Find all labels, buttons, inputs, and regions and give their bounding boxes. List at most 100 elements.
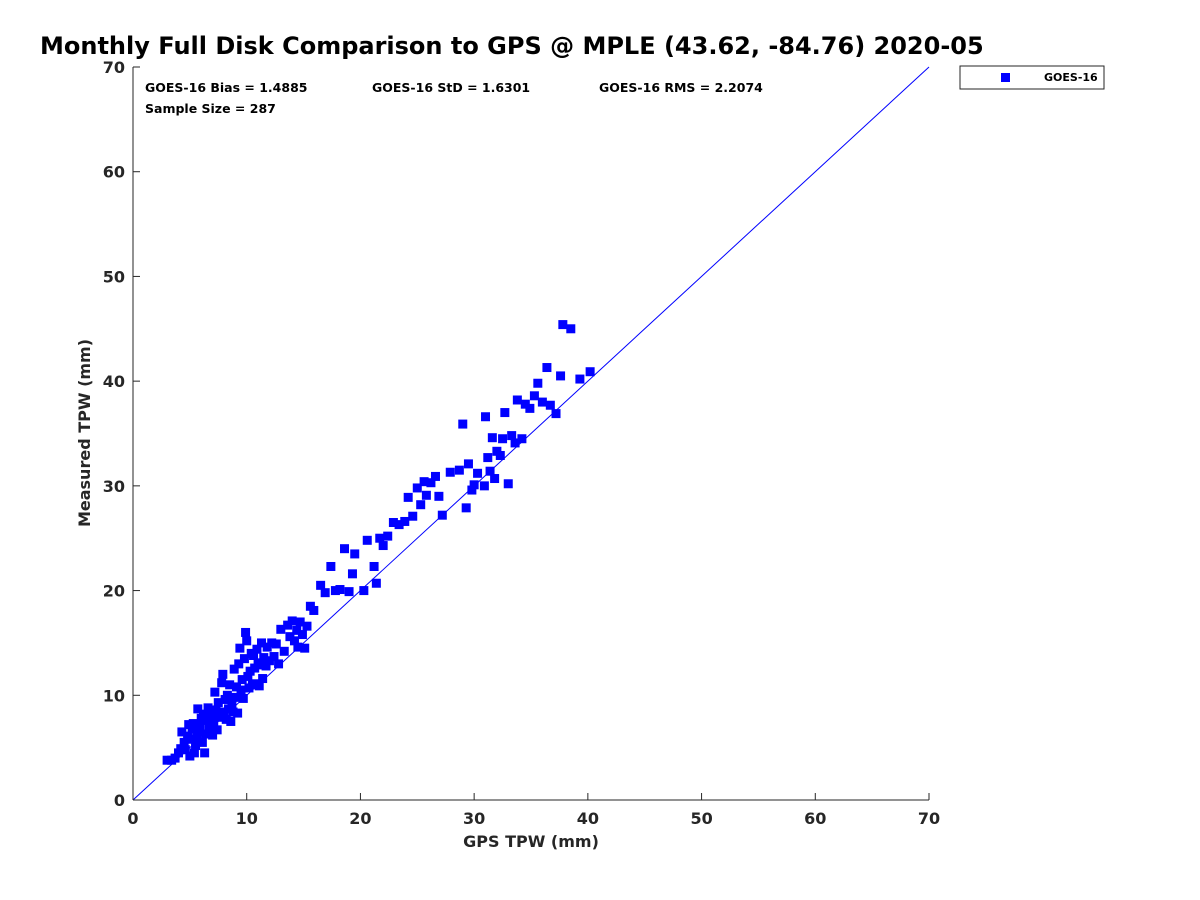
rms-stat: GOES-16 RMS = 2.2074 (599, 80, 763, 95)
data-point (545, 400, 555, 410)
data-point (558, 320, 568, 330)
std-stat: GOES-16 StD = 1.6301 (372, 80, 530, 95)
data-point (419, 477, 429, 487)
data-point (517, 434, 527, 444)
data-point (473, 468, 483, 478)
data-point (243, 671, 253, 681)
data-point (226, 716, 236, 726)
data-point (520, 399, 530, 409)
y-tick-label: 20 (103, 582, 125, 601)
data-point (276, 624, 286, 634)
y-tick-label: 10 (103, 686, 125, 705)
data-point (375, 533, 385, 543)
data-point (187, 724, 197, 734)
data-point (199, 709, 209, 719)
data-point (421, 490, 431, 500)
data-point (188, 719, 198, 729)
x-tick-label: 60 (804, 809, 826, 828)
data-point (211, 705, 221, 715)
x-tick-label: 10 (236, 809, 258, 828)
data-point (292, 625, 302, 635)
data-point (221, 714, 231, 724)
data-point (551, 409, 561, 419)
data-point (230, 692, 240, 702)
data-point (388, 518, 398, 528)
y-tick-label: 50 (103, 267, 125, 286)
data-point (434, 491, 444, 501)
data-point (340, 544, 350, 554)
data-point (383, 531, 393, 541)
data-point (483, 453, 493, 463)
data-point (467, 485, 477, 495)
data-point (252, 644, 262, 654)
data-point (503, 479, 513, 489)
data-point (490, 474, 500, 484)
data-point (575, 374, 585, 384)
data-point (191, 741, 201, 751)
data-point (302, 621, 312, 631)
data-point (256, 638, 266, 648)
data-point (259, 653, 269, 663)
data-point (186, 734, 196, 744)
data-point (242, 636, 252, 646)
data-point (297, 630, 307, 640)
data-point (362, 535, 372, 545)
data-point (245, 666, 255, 676)
data-point (209, 716, 219, 726)
data-point (225, 680, 235, 690)
data-point (359, 586, 369, 596)
y-tick-label: 30 (103, 477, 125, 496)
data-point (254, 681, 264, 691)
data-point (229, 664, 239, 674)
data-point (585, 367, 595, 377)
data-point (274, 659, 284, 669)
data-point (285, 632, 295, 642)
data-point (236, 685, 246, 695)
data-point (320, 588, 330, 598)
data-point (193, 704, 203, 714)
data-point (371, 578, 381, 588)
data-point (197, 737, 207, 747)
data-point (228, 707, 238, 717)
data-point (566, 324, 576, 334)
data-point (227, 699, 237, 709)
data-point (203, 703, 213, 713)
data-point (206, 708, 216, 718)
data-point (176, 744, 186, 754)
data-point (394, 520, 404, 530)
y-tick-label: 70 (103, 58, 125, 77)
x-axis-label: GPS TPW (mm) (463, 832, 599, 851)
data-point (487, 433, 497, 443)
data-point (344, 587, 354, 597)
data-point (189, 748, 199, 758)
data-point (231, 682, 241, 692)
data-point (416, 500, 426, 510)
data-point (479, 481, 489, 491)
legend-marker (1001, 73, 1010, 82)
data-point (458, 419, 468, 429)
data-point (180, 745, 190, 755)
data-point (537, 397, 547, 407)
y-tick-label: 40 (103, 372, 125, 391)
data-point (454, 465, 464, 475)
data-point (264, 656, 274, 666)
data-points-layer (162, 320, 595, 765)
data-point (463, 459, 473, 469)
data-point (485, 466, 495, 476)
data-point (289, 636, 299, 646)
data-point (224, 704, 234, 714)
data-point (185, 751, 195, 761)
data-point (258, 674, 268, 684)
data-point (267, 638, 277, 648)
data-point (525, 403, 535, 413)
data-point (293, 642, 303, 652)
data-point (279, 646, 289, 656)
data-point (378, 541, 388, 551)
data-point (217, 678, 227, 688)
data-point (426, 478, 436, 488)
x-tick-label: 20 (349, 809, 371, 828)
x-tick-label: 0 (127, 809, 138, 828)
data-point (495, 450, 505, 460)
data-point (400, 516, 410, 526)
